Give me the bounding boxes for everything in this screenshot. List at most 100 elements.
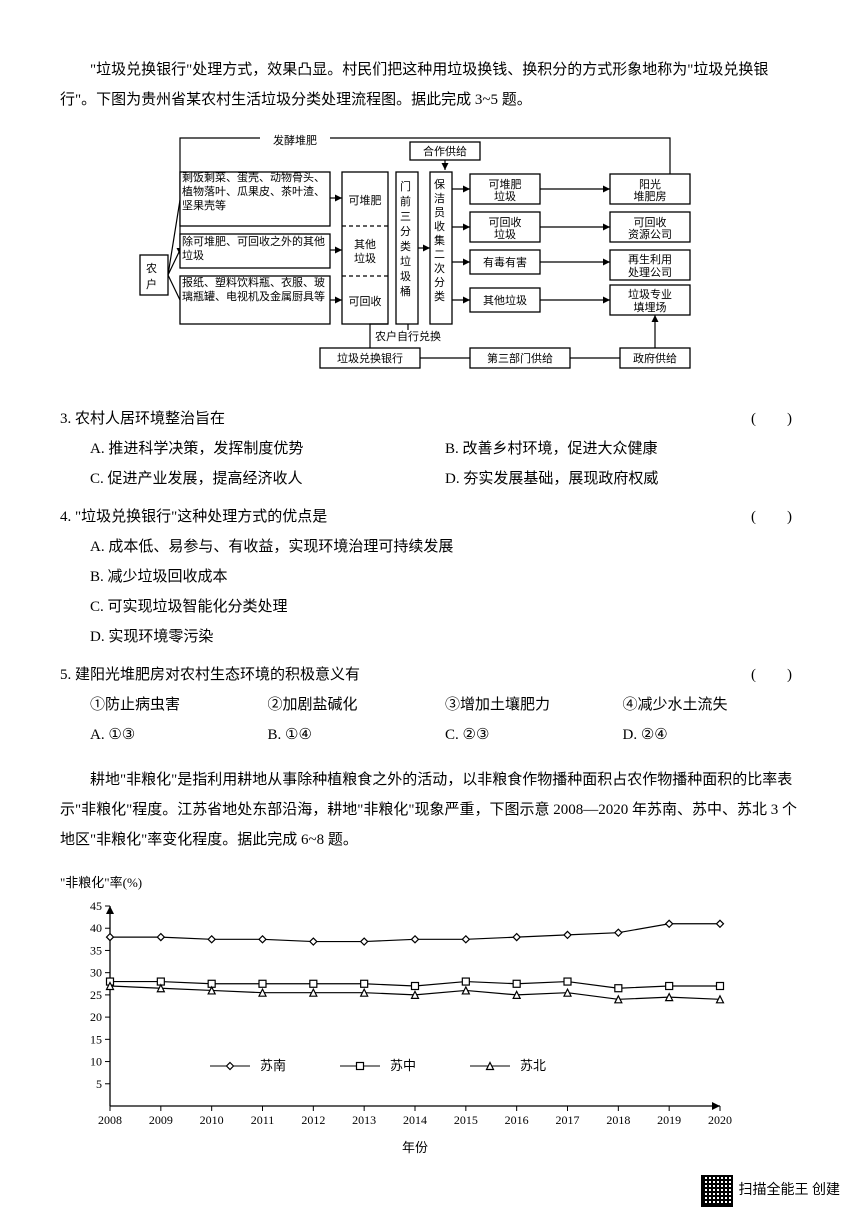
svg-text:可回收: 可回收 [489,215,522,229]
svg-text:2010: 2010 [200,1113,224,1127]
q4-optC: C. 可实现垃圾智能化分类处理 [90,592,800,622]
svg-text:垃圾: 垃圾 [354,251,376,265]
svg-text:垃: 垃 [400,254,411,268]
svg-text:35: 35 [90,943,102,957]
q5-o3: ③增加土壤肥力 [445,690,623,720]
svg-text:2019: 2019 [657,1113,681,1127]
svg-text:垃圾专业: 垃圾专业 [628,287,672,301]
svg-text:集: 集 [434,233,445,247]
svg-text:政府供给: 政府供给 [633,351,677,365]
svg-text:农户自行兑换: 农户自行兑换 [375,329,441,343]
svg-text:5: 5 [96,1077,102,1091]
svg-text:其他垃圾: 其他垃圾 [483,293,527,307]
svg-text:次: 次 [434,261,445,275]
svg-text:资源公司: 资源公司 [628,227,672,241]
svg-text:前: 前 [400,194,411,208]
svg-text:苏北: 苏北 [520,1058,546,1073]
svg-text:2015: 2015 [454,1113,478,1127]
svg-text:处理公司: 处理公司 [628,266,672,279]
q3-optC: C. 促进产业发展，提高经济收人 [90,464,445,494]
svg-text:2013: 2013 [352,1113,376,1127]
svg-text:2016: 2016 [505,1113,529,1127]
svg-text:再生利用: 再生利用 [628,252,672,266]
svg-text:年份: 年份 [402,1140,428,1155]
q4-stem: 4. "垃圾兑换银行"这种处理方式的优点是 [60,509,327,525]
q3-optA: A. 推进科学决策，发挥制度优势 [90,434,445,464]
svg-text:可堆肥: 可堆肥 [349,194,382,207]
q5-stem: 5. 建阳光堆肥房对农村生态环境的积极意义有 [60,667,360,683]
passage2: 耕地"非粮化"是指利用耕地从事除种植粮食之外的活动，以非粮食作物播种面积占农作物… [60,765,800,855]
svg-text:45: 45 [90,899,102,913]
svg-text:堆肥房: 堆肥房 [634,190,667,203]
svg-text:30: 30 [90,966,102,980]
svg-text:40: 40 [90,921,102,935]
svg-text:2012: 2012 [301,1113,325,1127]
question-5: 5. 建阳光堆肥房对农村生态环境的积极意义有 ( ) ①防止病虫害 ②加剧盐碱化… [60,660,800,750]
question-4: 4. "垃圾兑换银行"这种处理方式的优点是 ( ) A. 成本低、易参与、有收益… [60,502,800,652]
svg-text:2014: 2014 [403,1113,427,1127]
answer-blank: ( ) [751,502,800,532]
svg-text:户: 户 [146,277,157,291]
footer-text: 扫描全能王 创建 [739,1177,841,1205]
svg-text:农: 农 [146,261,157,275]
svg-text:2009: 2009 [149,1113,173,1127]
q3-stem: 3. 农村人居环境整治旨在 [60,411,225,427]
svg-text:桶: 桶 [400,284,411,298]
flowchart: .b{fill:#fff;stroke:#000;stroke-width:1.… [110,130,750,390]
svg-text:垃圾: 垃圾 [494,227,516,241]
intro-paragraph: "垃圾兑换银行"处理方式，效果凸显。村民们把这种用垃圾换钱、换积分的方式形象地称… [60,55,800,115]
svg-text:洁: 洁 [434,192,445,205]
svg-text:15: 15 [90,1032,102,1046]
svg-text:垃圾兑换银行: 垃圾兑换银行 [337,351,403,365]
svg-text:保: 保 [434,177,445,191]
svg-text:其他: 其他 [354,238,376,251]
svg-text:第三部门供给: 第三部门供给 [487,351,553,365]
svg-text:填埋场: 填埋场 [634,300,667,314]
svg-text:二: 二 [434,249,445,261]
svg-text:苏南: 苏南 [260,1058,286,1073]
q5-optB: B. ①④ [268,720,446,750]
q5-optD: D. ②④ [623,720,801,750]
qr-icon [701,1175,733,1207]
q4-optD: D. 实现环境零污染 [90,622,800,652]
svg-text:分: 分 [434,276,445,289]
svg-text:阳光: 阳光 [639,177,661,191]
svg-text:2011: 2011 [251,1113,275,1127]
svg-text:2020: 2020 [708,1113,732,1127]
svg-text:门: 门 [400,179,411,193]
q3-optB: B. 改善乡村环境，促进大众健康 [445,434,800,464]
q5-optC: C. ②③ [445,720,623,750]
q5-optA: A. ①③ [90,720,268,750]
q4-optA: A. 成本低、易参与、有收益，实现环境治理可持续发展 [90,532,800,562]
svg-text:20: 20 [90,1010,102,1024]
q4-optB: B. 减少垃圾回收成本 [90,562,800,592]
svg-text:分: 分 [400,225,411,238]
svg-text:三: 三 [400,211,411,223]
svg-text:可回收: 可回收 [634,215,667,229]
svg-text:苏中: 苏中 [390,1058,416,1073]
svg-text:员: 员 [434,206,445,219]
footer: 扫描全能王 创建 [701,1175,841,1207]
question-3: 3. 农村人居环境整治旨在 ( ) A. 推进科学决策，发挥制度优势 B. 改善… [60,404,800,494]
svg-text:类: 类 [400,239,411,253]
svg-text:可堆肥: 可堆肥 [489,178,522,191]
svg-text:2008: 2008 [98,1113,122,1127]
svg-text:可回收: 可回收 [349,294,382,308]
answer-blank: ( ) [751,660,800,690]
answer-blank: ( ) [751,404,800,434]
svg-text:2018: 2018 [606,1113,630,1127]
svg-text:垃圾: 垃圾 [494,189,516,203]
q3-optD: D. 夯实发展基础，展现政府权威 [445,464,800,494]
svg-text:2017: 2017 [556,1113,580,1127]
svg-text:类: 类 [434,289,445,303]
chart-ylabel: "非粮化"率(%) [60,870,800,896]
q5-o4: ④减少水土流失 [623,690,801,720]
svg-text:有毒有害: 有毒有害 [483,255,527,269]
svg-text:圾: 圾 [400,270,411,283]
line-chart: "非粮化"率(%) 510152025303540452008200920102… [60,870,800,1167]
svg-text:25: 25 [90,988,102,1002]
svg-text:合作供给: 合作供给 [423,144,467,158]
label-ferment: 发酵堆肥 [273,133,317,147]
q5-o1: ①防止病虫害 [90,690,268,720]
svg-text:收: 收 [434,219,445,233]
